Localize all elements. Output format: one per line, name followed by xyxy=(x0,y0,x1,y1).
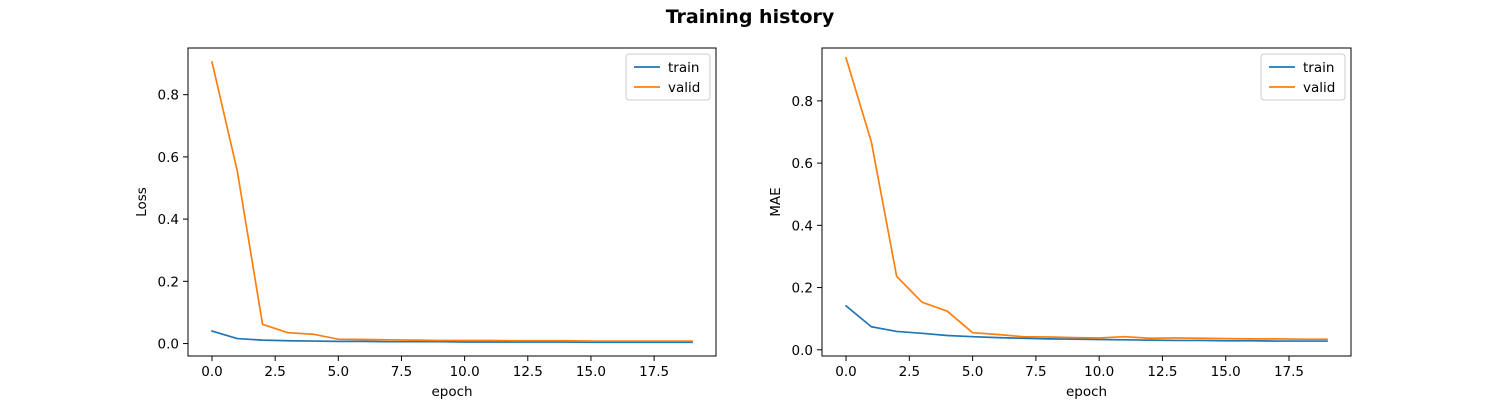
mae-y-tick-label: 0.6 xyxy=(792,156,813,172)
loss-x-tick-label: 10.0 xyxy=(450,364,480,380)
figure-title: Training history xyxy=(666,6,835,28)
mae-y-tick-label: 0.4 xyxy=(792,218,813,234)
loss-y-tick-label: 0.8 xyxy=(158,88,179,104)
mae-x-tick-label: 5.0 xyxy=(962,364,983,380)
loss-x-tick-label: 5.0 xyxy=(328,364,349,380)
mae-legend-box xyxy=(1260,53,1346,101)
mae-x-tick-label: 15.0 xyxy=(1211,364,1241,380)
loss-y-tick-label: 0.0 xyxy=(158,337,179,353)
mae-x-tick-label: 17.5 xyxy=(1274,364,1304,380)
mae-plot: 0.0 2.5 5.0 7.5 10.0 12.5 15.0 17.5 0.0 0.2 0.4 0.6… xyxy=(768,47,1352,400)
loss-legend-label-train: train xyxy=(668,60,699,76)
loss-series-train-line xyxy=(210,330,693,344)
loss-x-tick-label: 17.5 xyxy=(639,364,669,380)
mae-y-tick-label: 0.8 xyxy=(792,94,813,110)
loss-plot: 0.0 2.5 5.0 7.5 10.0 12.5 15.0 17.5 0.0 0.2 0.4 0.6… xyxy=(134,47,717,400)
loss-x-axis-label: epoch xyxy=(431,384,472,400)
loss-y-axis-label: Loss xyxy=(134,187,150,217)
loss-y-tick-label: 0.2 xyxy=(158,274,179,290)
loss-series-valid-line xyxy=(210,60,693,342)
mae-x-tick-label: 10.0 xyxy=(1084,364,1114,380)
loss-x-tick-label: 15.0 xyxy=(576,364,606,380)
mae-legend-label-valid: valid xyxy=(1303,80,1335,96)
mae-x-axis-label: epoch xyxy=(1066,384,1107,400)
loss-x-tick-label: 12.5 xyxy=(513,364,543,380)
loss-plot-frame xyxy=(187,47,717,357)
loss-legend: train valid xyxy=(625,53,711,101)
mae-x-tick-label: 7.5 xyxy=(1025,364,1046,380)
loss-y-tick-label: 0.4 xyxy=(158,212,179,228)
loss-y-tick-label: 0.6 xyxy=(158,150,179,166)
mae-x-tick-label: 2.5 xyxy=(899,364,920,380)
loss-x-tick-label: 2.5 xyxy=(264,364,285,380)
mae-plot-frame xyxy=(821,47,1352,357)
mae-legend: train valid xyxy=(1260,53,1346,101)
mae-series-valid-line xyxy=(844,56,1328,341)
loss-legend-box xyxy=(625,53,711,101)
mae-x-tick-label: 0.0 xyxy=(835,364,856,380)
mae-y-axis-label: MAE xyxy=(768,187,784,216)
mae-series-train-line xyxy=(844,304,1328,342)
mae-x-tick-label: 12.5 xyxy=(1147,364,1177,380)
mae-legend-label-train: train xyxy=(1303,60,1334,76)
loss-x-tick-label: 7.5 xyxy=(391,364,412,380)
loss-x-tick-label: 0.0 xyxy=(201,364,222,380)
loss-legend-label-valid: valid xyxy=(668,80,700,96)
mae-y-tick-label: 0.0 xyxy=(792,343,813,359)
mae-y-tick-label: 0.2 xyxy=(792,281,813,297)
